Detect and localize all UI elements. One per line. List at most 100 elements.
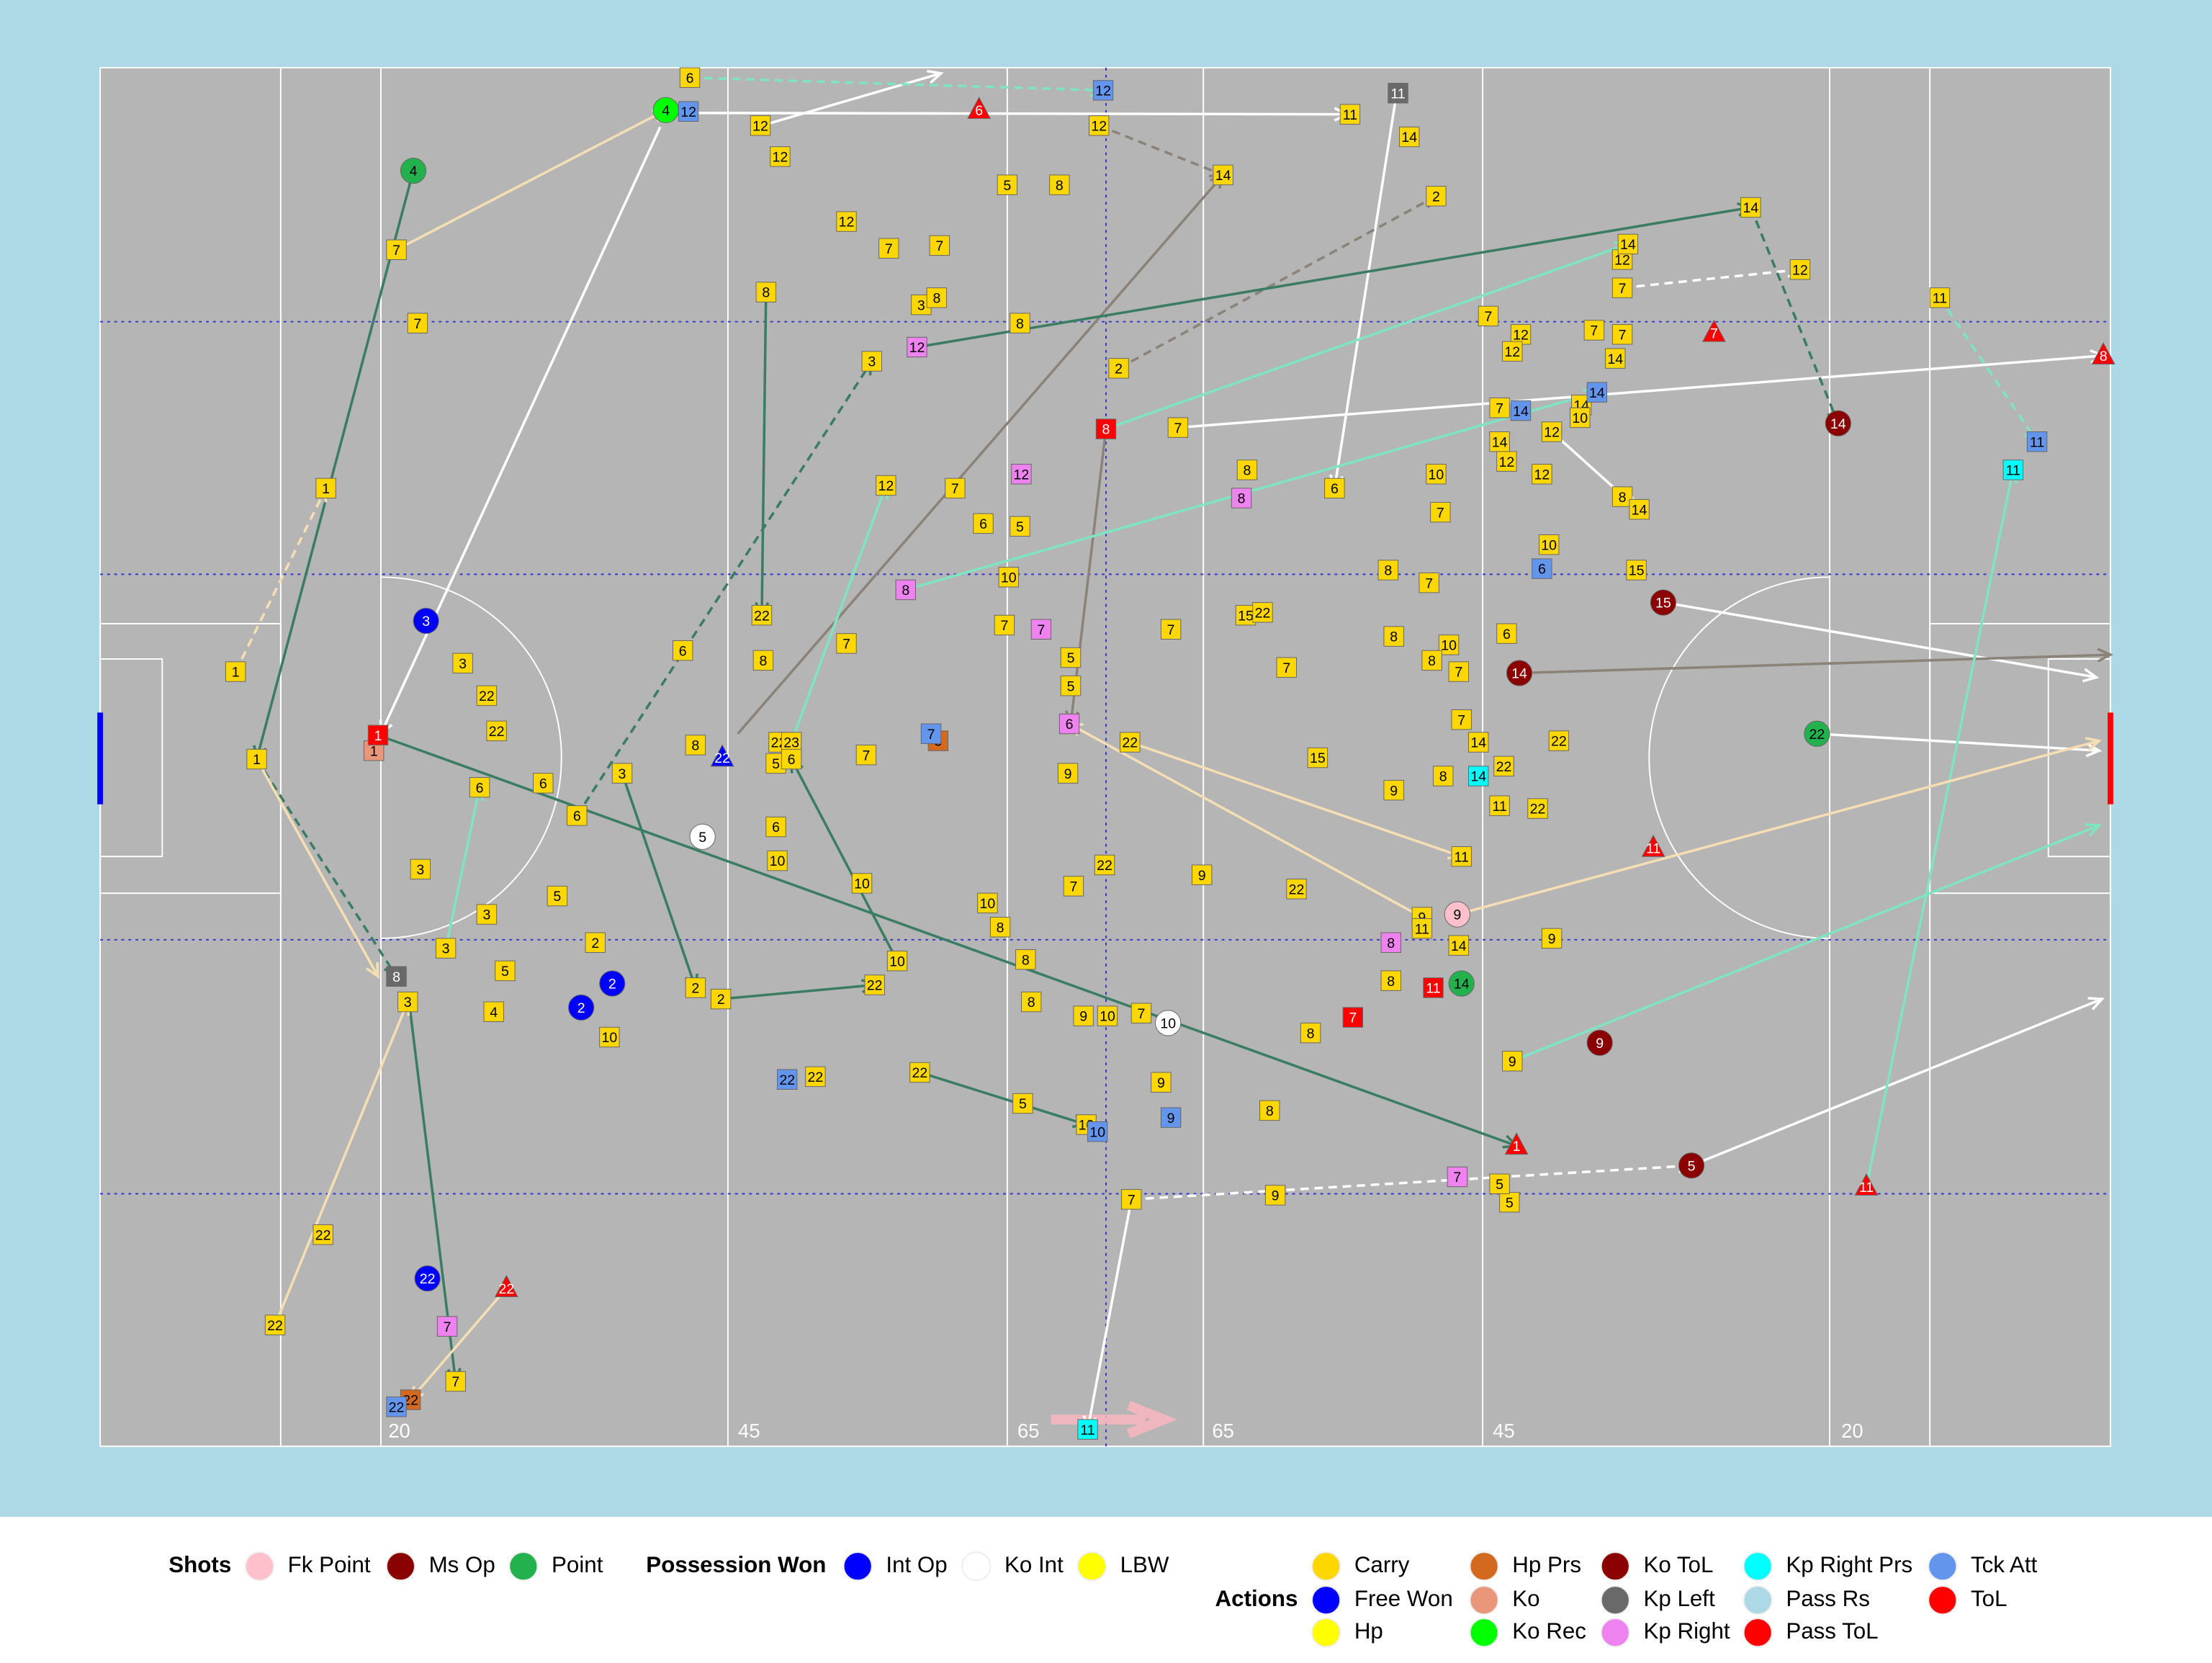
marker [483, 1001, 504, 1022]
marker-label: 22 [1289, 882, 1305, 897]
arrow [1664, 601, 2100, 683]
legend-label: Ms Op [429, 1552, 495, 1577]
marker-label: 1 [374, 728, 382, 744]
legend-label: Int Op [886, 1552, 947, 1577]
marker [495, 960, 516, 982]
marker [1213, 164, 1233, 186]
marker [945, 478, 966, 499]
marker [1468, 732, 1489, 753]
marker [435, 938, 457, 959]
marker [1611, 277, 1633, 298]
marker [494, 1275, 518, 1297]
legend-area [0, 1517, 2212, 1659]
marker-label: 5 [772, 756, 780, 772]
marker-label: 5 [1067, 650, 1075, 666]
marker [413, 607, 439, 635]
legend-swatch [1311, 1585, 1341, 1615]
marker-label: 22 [912, 1065, 927, 1081]
marker [568, 994, 595, 1021]
marker-label: 7 [935, 238, 943, 254]
legend-swatch [1469, 1585, 1499, 1615]
marker-label: 14 [1454, 977, 1470, 992]
marker-label: 11 [1080, 1422, 1094, 1438]
marker-label: 6 [979, 516, 987, 532]
marker-label: 14 [1511, 666, 1527, 682]
marker-label: 7 [1710, 326, 1718, 341]
arrow [1519, 647, 2113, 675]
marker [1489, 795, 1510, 816]
legend-label: Hp [1354, 1618, 1383, 1644]
marker-label: 15 [1310, 750, 1326, 766]
marker [1532, 558, 1552, 579]
marker [1192, 864, 1213, 885]
legend-swatch [1469, 1618, 1499, 1648]
marker [1167, 417, 1189, 438]
legend-title: Possession Won [646, 1552, 826, 1577]
marker-label: 22 [1496, 759, 1512, 775]
legend-swatch [1600, 1551, 1630, 1582]
legend-label: LBW [1120, 1552, 1169, 1577]
left-goal [97, 712, 104, 804]
marker [386, 1397, 407, 1417]
arrow [1511, 823, 2103, 1062]
marker-label: 5 [501, 964, 509, 980]
marker [1804, 720, 1830, 747]
marker-label: 3 [619, 766, 626, 782]
marker-label: 2 [1115, 361, 1123, 377]
marker [973, 513, 994, 534]
marker-label: 12 [1014, 467, 1030, 483]
distance-label: 20 [1841, 1420, 1863, 1442]
marker [1155, 1010, 1182, 1036]
marker [1380, 932, 1401, 953]
marker-label: 5 [698, 830, 706, 846]
marker-label: 22 [1255, 605, 1271, 621]
marker [1020, 991, 1042, 1013]
marker-label: 1 [370, 743, 378, 759]
marker-label: 14 [1743, 200, 1758, 216]
marker-label: 22 [498, 1281, 514, 1297]
marker [1411, 918, 1433, 939]
marker [1073, 1005, 1094, 1026]
marker [1701, 319, 1726, 342]
marker-label: 6 [1331, 481, 1339, 497]
marker-label: 22 [714, 750, 730, 766]
marker [886, 951, 908, 972]
marker-label: 22 [754, 608, 770, 624]
marker-label: 11 [1933, 291, 1947, 307]
marker-label: 12 [1499, 454, 1515, 470]
marker-label: 9 [1064, 766, 1072, 782]
marker [1451, 846, 1472, 867]
marker [781, 732, 802, 753]
marker [2026, 431, 2048, 452]
legend-label: Pass ToL [1786, 1618, 1878, 1644]
marker-label: 11 [1343, 107, 1357, 123]
marker-label: 4 [662, 103, 670, 119]
marker [998, 567, 1020, 588]
marker [367, 725, 389, 745]
marker-label: 11 [1492, 799, 1506, 815]
marker-label: 11 [1426, 981, 1440, 997]
marker [1493, 756, 1514, 777]
marker [1388, 83, 1408, 104]
marker [1496, 623, 1517, 644]
marker [469, 777, 490, 798]
marker-label: 12 [878, 478, 894, 494]
marker-label: 14 [1589, 385, 1605, 401]
distance-label: 45 [738, 1420, 760, 1442]
arrow [256, 758, 380, 980]
marker [989, 916, 1011, 938]
marker-label: 5 [1688, 1158, 1696, 1174]
marker-label: 22 [489, 724, 505, 740]
marker [1012, 1093, 1033, 1114]
marker [1570, 407, 1591, 429]
marker [567, 805, 588, 826]
marker-label: 8 [1387, 936, 1395, 951]
marker [1426, 186, 1447, 207]
marker [400, 157, 427, 184]
marker-label: 9 [1157, 1075, 1165, 1091]
marker [1641, 834, 1665, 857]
marker-label: 6 [1066, 717, 1074, 732]
marker [1489, 1173, 1510, 1194]
marker [1499, 1192, 1520, 1213]
marker-label: 8 [1619, 490, 1627, 506]
